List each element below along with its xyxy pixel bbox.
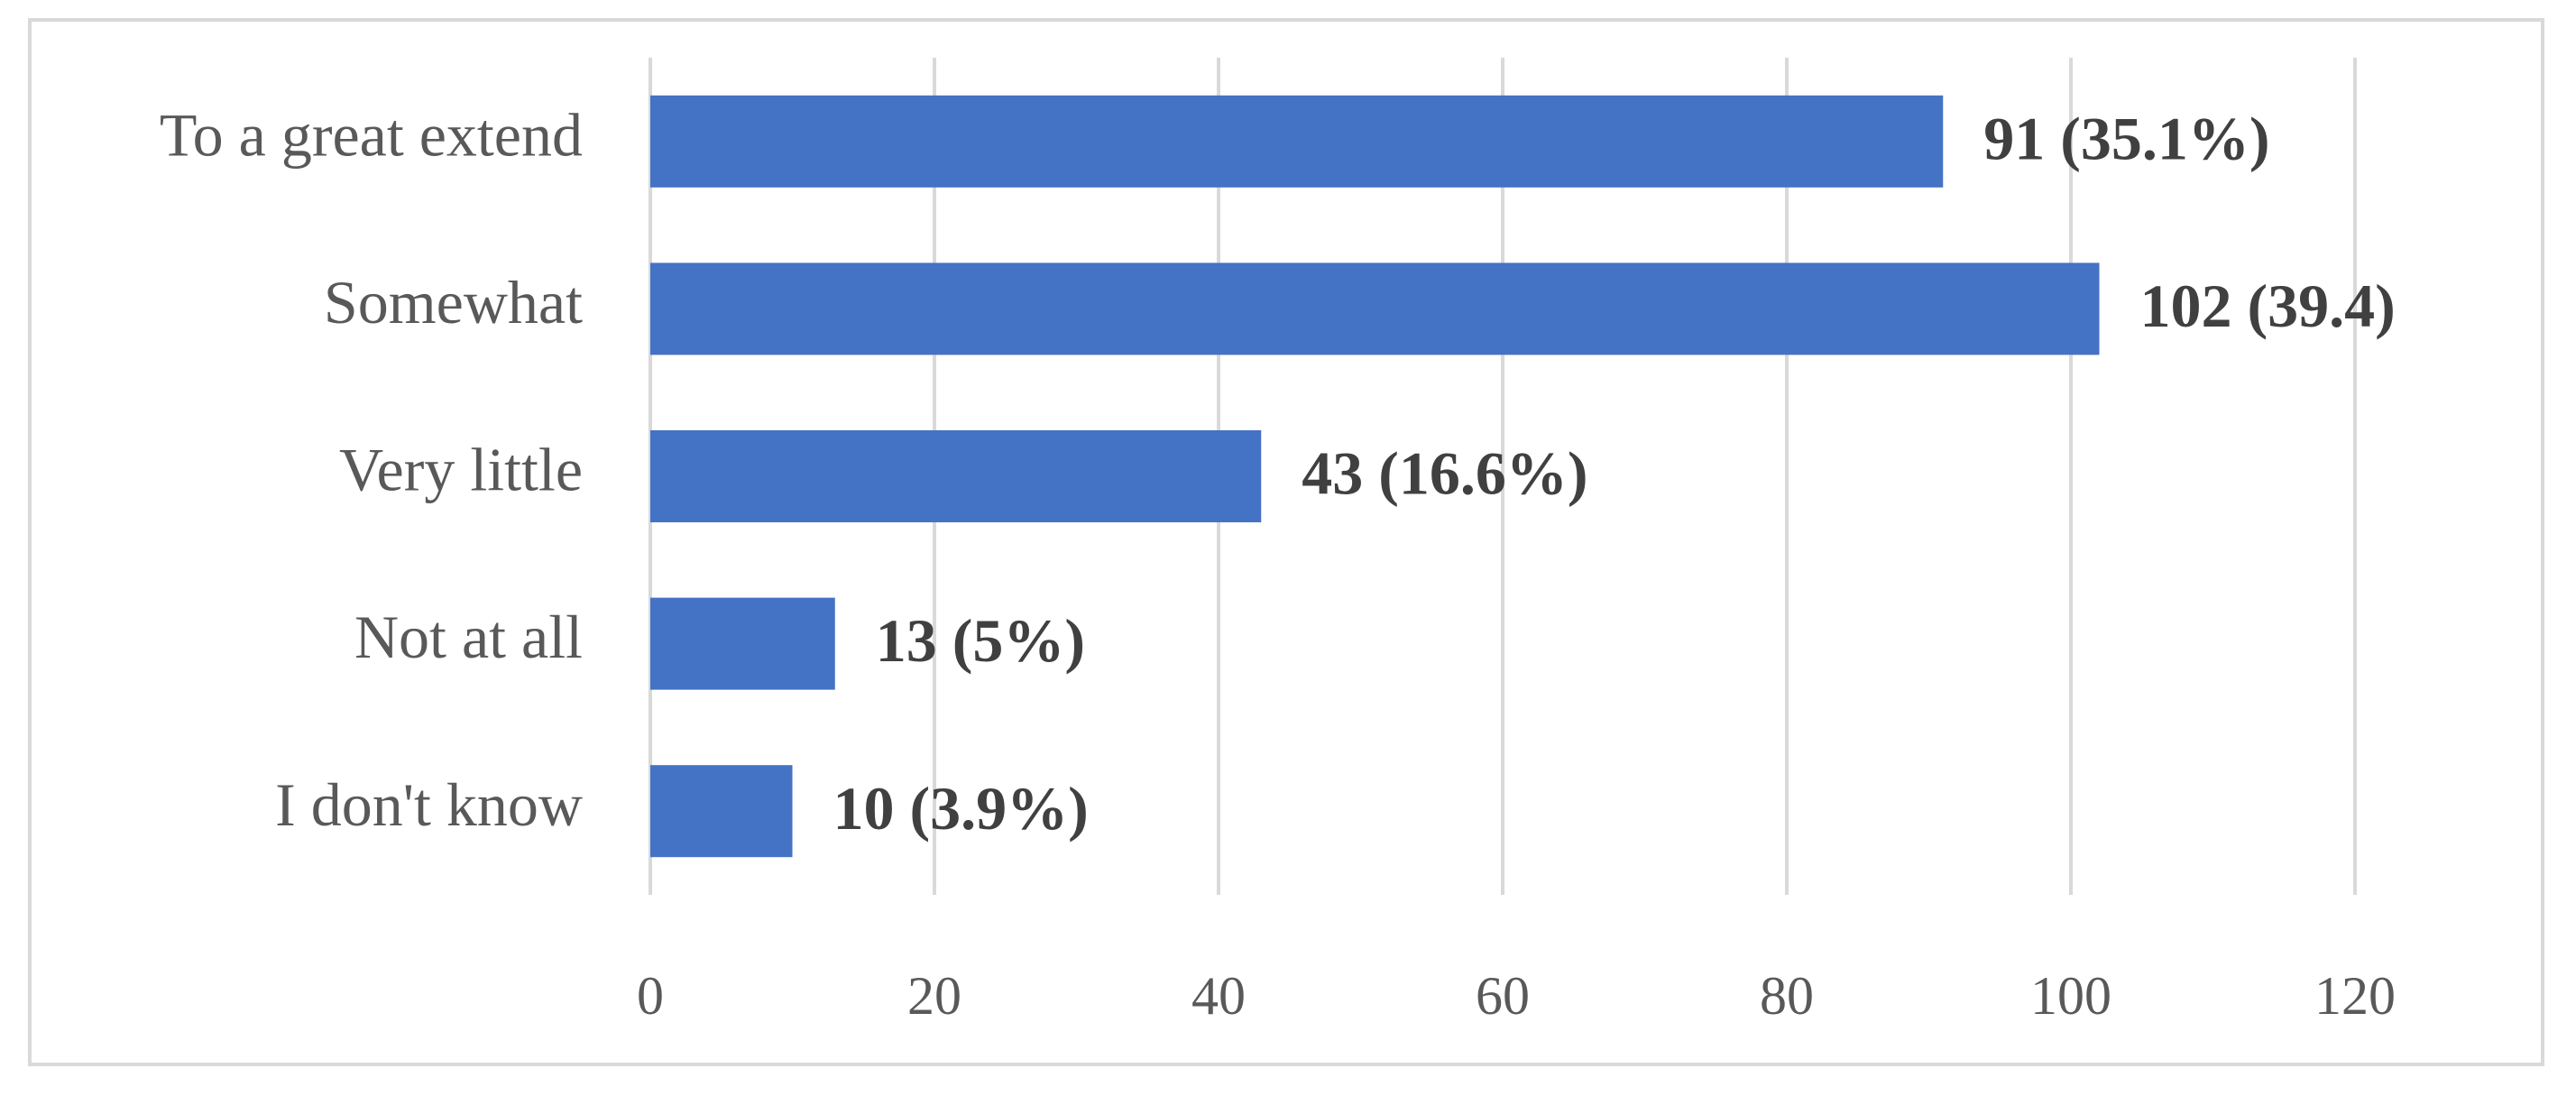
value-label: 43 (16.6%) [1302,439,1587,508]
y-tick-label: Not at all [354,603,583,671]
y-tick-label: Somewhat [324,268,583,336]
value-label: 102 (39.4) [2140,272,2396,340]
x-tick-label: 80 [1760,966,1814,1026]
value-label: 10 (3.9%) [833,774,1089,843]
x-tick-label: 60 [1476,966,1530,1026]
value-label: 13 (5%) [876,606,1085,675]
y-tick-label: I don't know [275,770,583,839]
bar [650,765,793,858]
bar [650,262,2100,355]
x-tick-label: 20 [907,966,961,1026]
x-tick-label: 40 [1191,966,1246,1026]
bar [650,597,835,690]
chart-border [28,18,2544,1066]
bar [650,95,1944,188]
bar [650,430,1262,522]
x-tick-label: 100 [2030,966,2111,1026]
x-tick-label: 120 [2314,966,2396,1026]
x-tick-label: 0 [637,966,664,1026]
value-label: 91 (35.1%) [1983,104,2269,172]
y-tick-label: Very little [339,436,583,504]
y-tick-label: To a great extend [160,100,583,169]
